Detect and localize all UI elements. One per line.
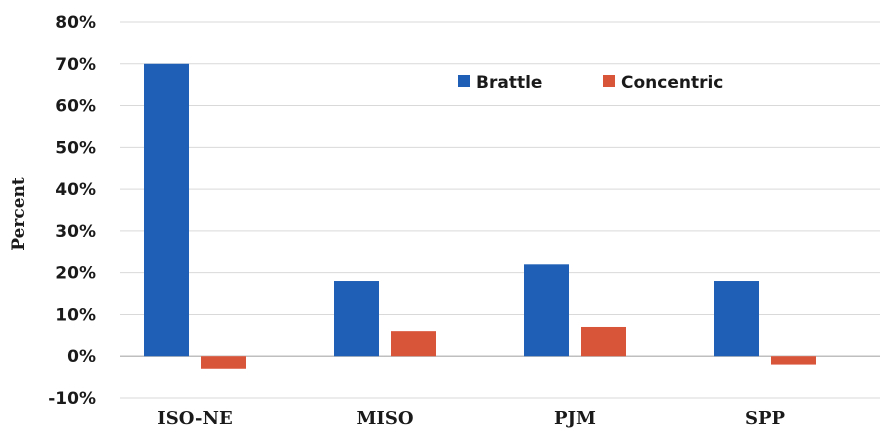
- x-category-label: PJM: [554, 408, 596, 429]
- y-tick-label: 30%: [55, 222, 96, 242]
- y-tick-label: 70%: [55, 55, 96, 75]
- y-tick-label: 0%: [67, 347, 96, 367]
- y-tick-label: -10%: [48, 389, 96, 409]
- legend: Brattle Concentric: [458, 73, 723, 93]
- y-tick-label: 10%: [55, 305, 96, 325]
- y-tick-label: 20%: [55, 264, 96, 284]
- bar-concentric-spp: [771, 356, 816, 365]
- gridlines: [120, 21, 880, 399]
- y-axis-label: Percent: [9, 177, 29, 251]
- legend-label-brattle: Brattle: [476, 73, 542, 93]
- bar-brattle-pjm: [524, 264, 569, 357]
- x-category-label: MISO: [356, 408, 413, 429]
- bar-brattle-iso-ne: [144, 63, 189, 357]
- x-category-label: ISO-NE: [157, 408, 232, 429]
- legend-label-concentric: Concentric: [621, 73, 723, 93]
- bar-brattle-spp: [714, 281, 759, 357]
- legend-swatch-concentric: [603, 75, 615, 87]
- bar-concentric-miso: [391, 331, 436, 357]
- x-category-label: SPP: [745, 408, 786, 429]
- bars: [144, 63, 816, 369]
- y-tick-label: 60%: [55, 97, 96, 117]
- y-tick-label: 40%: [55, 180, 96, 200]
- y-axis-ticks: -10% 0% 10% 20% 30% 40% 50% 60% 70% 80%: [48, 13, 96, 409]
- y-tick-label: 80%: [55, 13, 96, 33]
- bar-brattle-miso: [334, 281, 379, 357]
- legend-swatch-brattle: [458, 75, 470, 87]
- bar-concentric-iso-ne: [201, 356, 246, 369]
- bar-concentric-pjm: [581, 326, 626, 357]
- x-axis-categories: ISO-NE MISO PJM SPP: [157, 408, 785, 429]
- y-tick-label: 50%: [55, 138, 96, 158]
